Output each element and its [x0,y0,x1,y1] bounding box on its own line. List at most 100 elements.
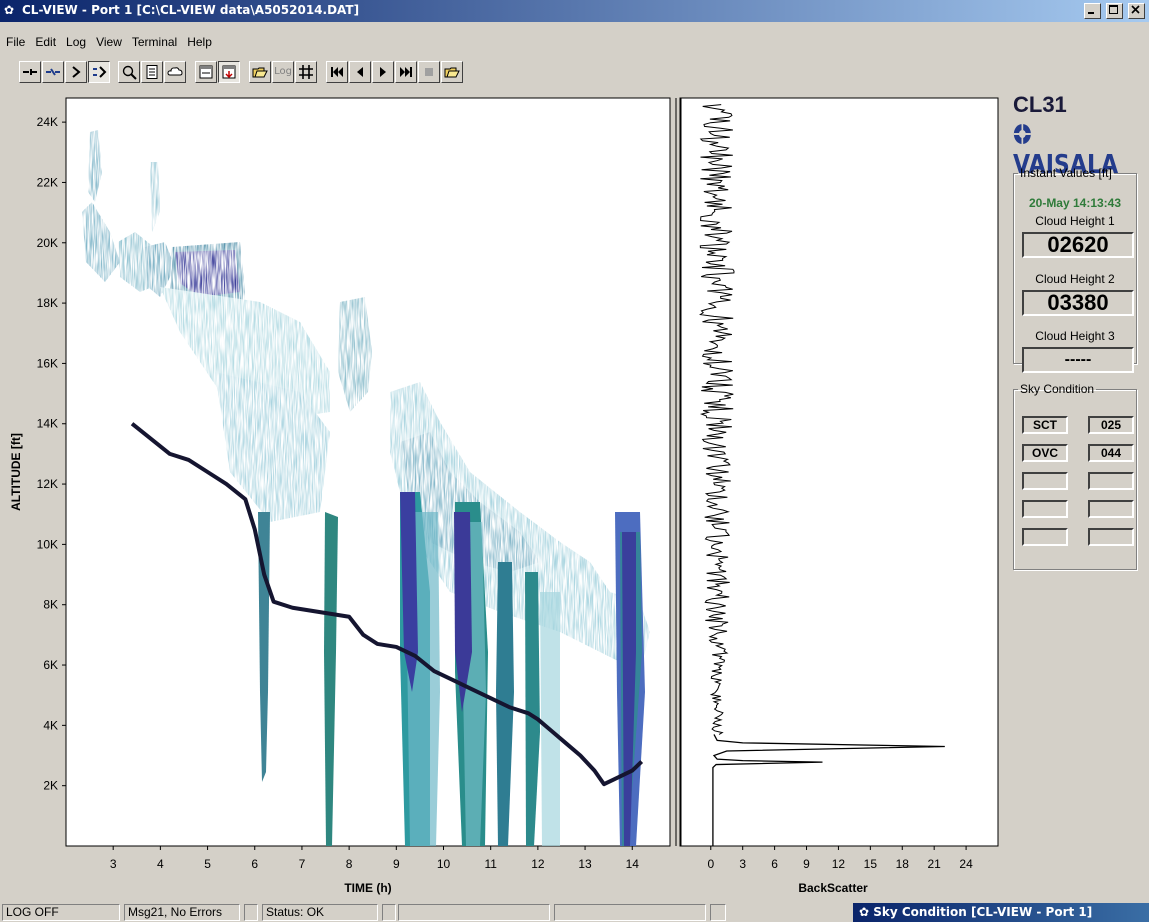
backscatter-heatmap [82,130,650,846]
time-axis: 3 4 5 6 7 8 9 10 11 12 13 14 [110,846,639,871]
connect-icon[interactable] [19,61,41,83]
time-tick-label: 5 [204,857,211,871]
time-tick-label: 10 [437,857,451,871]
cloud-height-1-value: 02620 [1022,232,1134,258]
brand-name: VAISALA [1013,150,1119,180]
fast-forward-icon[interactable] [395,61,417,83]
sky-height-2: 044 [1088,444,1134,462]
run-icon[interactable] [88,61,110,83]
backscatter-tick-label: 9 [803,857,810,871]
log-icon[interactable]: Log [272,61,294,83]
open-file-icon[interactable] [441,61,463,83]
backscatter-tick-label: 6 [771,857,778,871]
backscatter-tick-label: 21 [927,857,941,871]
altitude-tick-label: 16K [37,356,58,370]
sky-cover-4 [1022,500,1068,518]
taskbar-icon: ✿ [859,905,874,919]
disconnect-icon[interactable] [42,61,64,83]
altitude-tick-label: 14K [37,417,58,431]
cloud-base-trace [130,422,644,787]
title-bar: ✿ CL-VIEW - Port 1 [C:\CL-VIEW data\A505… [0,0,1149,22]
time-tick-label: 12 [531,857,545,871]
app-icon[interactable]: ✿ [4,3,15,17]
menu-view[interactable]: View [96,35,122,49]
minimize-icon[interactable] [1083,3,1101,19]
stop-icon[interactable] [418,61,440,83]
status-indicator-3 [710,904,726,921]
play-icon[interactable] [372,61,394,83]
instant-values-group: Instant Values [ft] 20-May 14:13:43 Clou… [1013,166,1137,373]
window-controls [1083,3,1145,19]
cloud-height-3-value: ----- [1022,347,1134,373]
time-tick-label: 11 [484,857,497,871]
sky-height-5 [1088,528,1134,546]
first-icon[interactable] [326,61,348,83]
altitude-tick-label: 8K [43,598,58,612]
time-tick-label: 4 [157,857,164,871]
sky-condition-title: Sky Condition [1020,382,1095,396]
menu-help[interactable]: Help [187,35,212,49]
time-tick-label: 8 [346,857,353,871]
backscatter-charts: 24K 22K 20K 18K 16K 14K 12K 10K 8K 6K 4K 2K 3 4 5 6 7 8 9… [9,97,999,895]
model-label: CL31 [1013,92,1067,117]
time-tick-label: 9 [393,857,400,871]
maximize-icon[interactable] [1105,3,1123,19]
close-icon[interactable] [1128,3,1145,19]
timestamp: 20-May 14:13:43 [1028,196,1122,210]
status-indicator-1 [244,904,258,921]
sky-cover-1: SCT [1022,416,1068,434]
grid-icon[interactable] [295,61,317,83]
sky-condition-window-button[interactable]: ✿ Sky Condition [CL-VIEW - Port 1] [853,903,1149,922]
menu-bar: File Edit Log View Terminal Help [0,33,216,51]
altitude-axis-label: ALTITUDE [ft] [9,433,23,511]
altitude-tick-label: 10K [37,537,58,551]
zoom-icon[interactable] [118,61,140,83]
sky-height-3 [1088,472,1134,490]
window-icon[interactable] [195,61,217,83]
status-panel: CL31 VAISALA Instant Values [ft] 20-May … [1003,92,1149,902]
backscatter-axis-label: BackScatter [798,881,868,895]
previous-icon[interactable] [349,61,371,83]
menu-terminal[interactable]: Terminal [131,35,178,49]
status-field-1 [398,904,550,921]
time-tick-label: 13 [578,857,592,871]
time-tick-label: 14 [626,857,640,871]
backscatter-tick-label: 18 [896,857,910,871]
taskbar-label: Sky Condition [CL-VIEW - Port 1] [873,905,1093,919]
cloud-icon[interactable] [164,61,186,83]
sky-cover-2: OVC [1022,444,1068,462]
cloud-height-2-label: Cloud Height 2 [1035,272,1115,286]
sky-cover-3 [1022,472,1068,490]
open-folder-icon[interactable] [249,61,271,83]
cloud-height-3-label: Cloud Height 3 [1035,329,1115,343]
sky-height-4 [1088,500,1134,518]
backscatter-tick-label: 0 [707,857,714,871]
sky-height-1: 025 [1088,416,1134,434]
sky-condition-group: Sky Condition SCT 025 OVC 044 [1013,382,1137,570]
backscatter-tick-label: 15 [864,857,878,871]
altitude-axis: 24K 22K 20K 18K 16K 14K 12K 10K 8K 6K 4K 2K [37,115,66,793]
time-axis-label: TIME (h) [344,881,391,895]
backscatter-profile-line [712,734,945,846]
backscatter-tick-label: 12 [832,857,846,871]
altitude-tick-label: 20K [37,236,58,250]
message-status: Msg21, No Errors [124,904,240,921]
altitude-tick-label: 24K [37,115,58,129]
altitude-tick-label: 12K [37,477,58,491]
window-title: CL-VIEW - Port 1 [C:\CL-VIEW data\A50520… [22,3,360,17]
backscatter-tick-label: 24 [959,857,973,871]
time-tick-label: 7 [299,857,306,871]
vaisala-logo-icon [1013,124,1031,144]
status-field-2 [554,904,706,921]
menu-file[interactable]: File [6,35,26,49]
menu-edit[interactable]: Edit [35,35,57,49]
connection-status: Status: OK [262,904,378,921]
report-icon[interactable] [141,61,163,83]
cloud-height-1-label: Cloud Height 1 [1035,214,1115,228]
altitude-tick-label: 6K [43,658,58,672]
prompt-icon[interactable] [65,61,87,83]
save-window-icon[interactable] [218,61,240,83]
chart-area: 24K 22K 20K 18K 16K 14K 12K 10K 8K 6K 4K 2K 3 4 5 6 7 8 9… [0,92,1000,902]
menu-log[interactable]: Log [66,35,87,49]
altitude-tick-label: 22K [37,175,58,189]
